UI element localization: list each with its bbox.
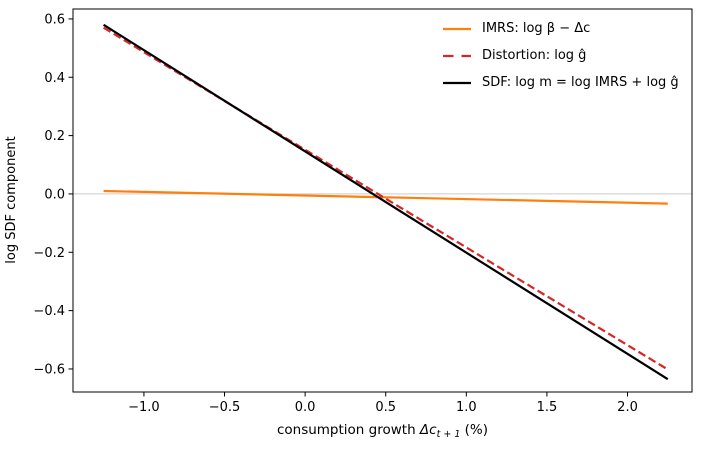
- legend-label-imrs: IMRS: log β − Δc: [482, 21, 591, 36]
- y-tick-label: −0.2: [33, 246, 65, 261]
- legend: IMRS: log β − Δc Distortion: log ĝ SDF: …: [442, 15, 679, 96]
- y-tick-label: 0.0: [44, 187, 65, 202]
- x-tick-label: 0.5: [375, 400, 396, 415]
- sdf-line: [103, 23, 669, 381]
- x-tick-label: 1.0: [456, 400, 477, 415]
- y-tick-label: −0.6: [33, 362, 65, 377]
- legend-label-sdf: SDF: log m = log IMRS + log ĝ: [482, 75, 679, 90]
- x-axis-title-units: (%): [460, 422, 489, 438]
- legend-item-distortion: Distortion: log ĝ: [442, 42, 679, 69]
- y-axis-title: log SDF component: [4, 136, 19, 263]
- x-axis-title-subscript: t + 1: [436, 429, 461, 440]
- x-axis-title: consumption growth Δct + 1 (%): [73, 422, 692, 440]
- plot-frame: [72, 8, 693, 393]
- x-tick-label: −0.5: [209, 400, 241, 415]
- x-tick-label: 0.0: [295, 400, 316, 415]
- imrs-line: [103, 189, 668, 205]
- legend-label-distortion: Distortion: log ĝ: [482, 48, 587, 63]
- x-tick-label: 1.5: [537, 400, 558, 415]
- legend-item-sdf: SDF: log m = log IMRS + log ĝ: [442, 69, 679, 96]
- legend-swatch-sdf: [443, 81, 471, 84]
- y-tick-label: −0.4: [33, 304, 65, 319]
- y-tick-label: 0.2: [44, 129, 65, 144]
- y-tick-label: 0.4: [44, 71, 65, 86]
- x-tick-label: 2.0: [617, 400, 638, 415]
- x-axis-title-variable: Δc: [419, 422, 437, 438]
- x-tick-label: −1.0: [128, 400, 160, 415]
- y-tick-label: 0.6: [44, 12, 65, 27]
- legend-swatch-distortion: [443, 54, 471, 57]
- legend-swatch-imrs: [443, 27, 471, 30]
- x-axis-title-text: consumption growth: [276, 422, 420, 438]
- legend-item-imrs: IMRS: log β − Δc: [442, 15, 679, 42]
